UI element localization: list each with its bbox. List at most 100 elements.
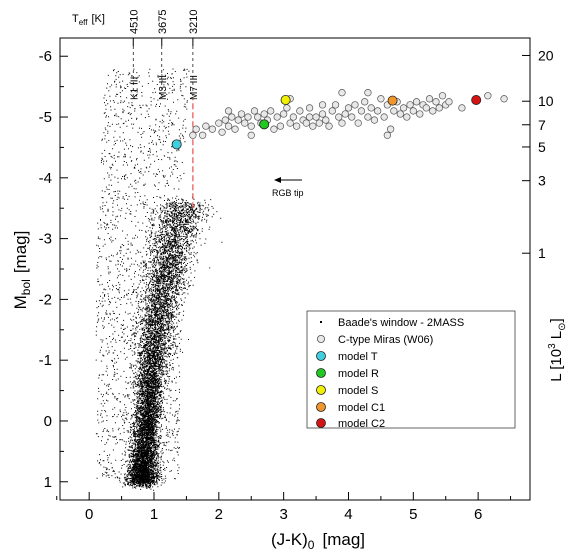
top-tick-label: 3675 [157, 10, 169, 34]
mira-point [399, 104, 408, 112]
mira-point [322, 116, 330, 124]
y-axis-title: Mbol [mag] [11, 231, 33, 310]
right-tick-label: 5 [538, 139, 546, 155]
legend-marker-filled-circle [316, 402, 326, 412]
y-tick-label: 1 [44, 474, 52, 491]
top-axis-label: T [72, 13, 79, 25]
mira-point [231, 125, 239, 133]
legend-label-model-r: model R [338, 368, 379, 380]
mira-point [315, 119, 323, 127]
mira-point [296, 107, 304, 115]
mira-point [364, 113, 372, 121]
mira-layer [189, 89, 508, 139]
y-axis-unit: [mag] [11, 231, 30, 274]
mira-point [215, 119, 223, 127]
model-point-model-c1 [387, 95, 398, 106]
baade-star-field [95, 68, 223, 491]
mira-point [377, 95, 385, 103]
mira-point [438, 92, 447, 100]
x-axis-label-sub: 0 [308, 538, 315, 552]
right-axis-label-sup: 3 [547, 343, 558, 349]
right-tick-label: 7 [538, 117, 546, 133]
mira-point [341, 110, 349, 118]
mira-point [351, 101, 359, 109]
mira-point [364, 89, 372, 97]
mira-point [250, 107, 259, 115]
mira-point [383, 131, 392, 139]
spectral-type-label: M3 III [158, 75, 169, 100]
mira-point [396, 110, 404, 118]
legend-label-miras: C-type Miras (W06) [338, 334, 433, 346]
model-point-model-s [280, 95, 291, 106]
mira-point [247, 122, 255, 130]
y-axis-label-sub: bol [19, 279, 33, 295]
mira-point [412, 98, 421, 106]
mira-point [254, 113, 262, 121]
mira-point [367, 104, 375, 112]
legend-markers [316, 321, 326, 428]
mira-point [202, 122, 210, 130]
right-tick-label: 1 [538, 245, 546, 261]
mira-point [312, 113, 320, 121]
legend-box [306, 310, 516, 429]
legend-marker-filled-circle [316, 385, 326, 395]
mira-point [318, 110, 327, 118]
x-axis-title: (J-K)0 [mag] [271, 530, 365, 552]
x-tick-label: 3 [279, 506, 287, 523]
top-axis-label-sub: eff [79, 18, 89, 27]
right-axis-label-sub: ⊙ [557, 322, 568, 330]
legend: Baade's window - 2MASS C-type Miras (W06… [306, 310, 516, 430]
mira-point [357, 107, 366, 115]
y-tick-label: -3 [39, 231, 52, 248]
legend-marker-dot [320, 321, 322, 323]
mira-point [208, 125, 216, 133]
top-axis-title: Teff [K] [72, 13, 105, 27]
x-tick-label: 6 [474, 506, 482, 523]
mira-point [361, 98, 369, 106]
y-tick-label: -1 [39, 352, 52, 369]
model-point-model-c2 [471, 95, 482, 106]
y-axis-label: M [11, 295, 30, 309]
legend-label-model-s: model S [338, 385, 378, 397]
mira-point [260, 110, 268, 118]
mira-point [416, 110, 424, 118]
mira-point [338, 119, 346, 127]
x-axis-unit: [mag] [322, 530, 365, 549]
mira-point [286, 119, 294, 127]
legend-label-baade: Baade's window - 2MASS [338, 317, 464, 329]
mira-point [435, 104, 443, 112]
right-axis-label: L [10 [548, 349, 565, 382]
y-tick-label: 0 [44, 413, 52, 430]
rgb-tip-label: RGB tip [272, 188, 304, 198]
mira-point [244, 113, 252, 121]
y-tick-label: -4 [39, 170, 52, 187]
mira-point [302, 119, 310, 127]
mira-point [241, 119, 249, 127]
mira-point [192, 125, 200, 133]
mira-point [458, 104, 466, 112]
mira-point [198, 131, 207, 139]
legend-label-model-c2: model C2 [338, 418, 385, 430]
mira-point [228, 113, 236, 121]
mira-point [344, 104, 353, 112]
mira-point [328, 107, 336, 115]
legend-label-model-c1: model C1 [338, 402, 385, 414]
mira-point [270, 125, 278, 133]
mira-point [280, 110, 288, 118]
axis-layer: 0 1 2 3 4 5 6 -6 -5 -4 -3 -2 -1 0 1 20 10 7 5 3 1 4510 K1 III 3… [39, 10, 554, 523]
mira-point [247, 131, 255, 139]
mira-point [276, 122, 285, 130]
mira-point [409, 107, 417, 115]
mira-point [403, 113, 411, 121]
mira-point [445, 98, 453, 106]
top-tick-label: 4510 [128, 10, 140, 34]
x-tick-label: 4 [344, 506, 352, 523]
mira-point [305, 104, 314, 112]
model-point-model-t [171, 139, 182, 150]
mira-point [406, 101, 414, 109]
mira-point [224, 107, 233, 115]
spectral-type-label: M7 III [189, 75, 200, 100]
mira-point [289, 113, 298, 121]
mira-point [283, 104, 291, 112]
rgb-tip-arrowhead [274, 177, 281, 183]
